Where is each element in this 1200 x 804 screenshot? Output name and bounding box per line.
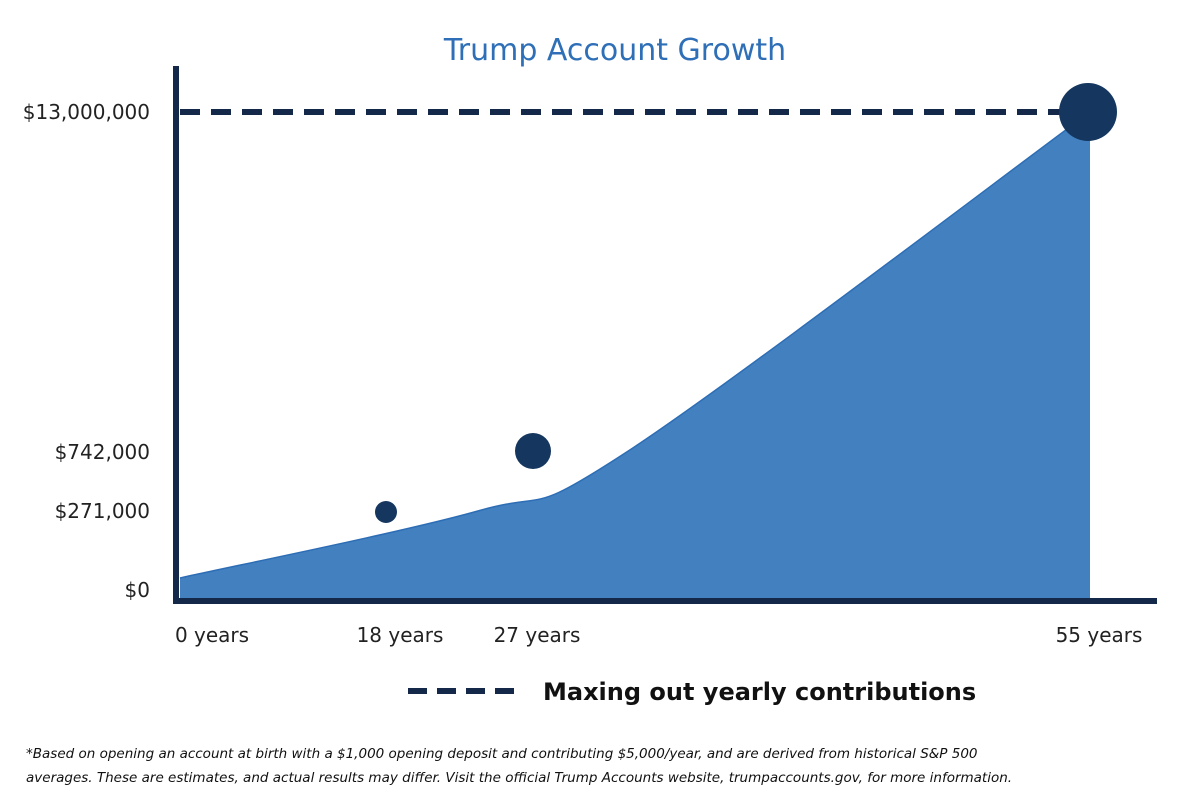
x-tick-label: 18 years xyxy=(357,623,444,647)
x-tick-labels: 0 years 18 years 27 years 55 years xyxy=(175,623,1142,647)
growth-chart: Trump Account Growth $13,000,000 $742,000… xyxy=(23,33,1157,706)
y-tick-label: $0 xyxy=(125,578,150,602)
growth-area xyxy=(180,112,1090,600)
footnote: *Based on opening an account at birth wi… xyxy=(26,742,1186,790)
x-tick-label: 0 years xyxy=(175,623,249,647)
data-point xyxy=(375,501,397,523)
legend: Maxing out yearly contributions xyxy=(408,678,976,706)
data-point xyxy=(1059,83,1117,141)
highlighted-points xyxy=(375,83,1117,523)
y-tick-label: $13,000,000 xyxy=(23,100,150,124)
growth-area-edge xyxy=(179,111,1091,579)
legend-label: Maxing out yearly contributions xyxy=(543,678,976,706)
y-tick-labels: $13,000,000 $742,000 $271,000 $0 xyxy=(23,100,150,602)
chart-title: Trump Account Growth xyxy=(443,33,786,68)
footnote-line-1: *Based on opening an account at birth wi… xyxy=(26,746,978,762)
footnote-line-2: averages. These are estimates, and actua… xyxy=(26,770,1013,786)
x-tick-label: 55 years xyxy=(1056,623,1143,647)
y-tick-label: $742,000 xyxy=(55,440,150,464)
data-point xyxy=(515,433,551,469)
y-tick-label: $271,000 xyxy=(55,499,150,523)
x-tick-label: 27 years xyxy=(494,623,581,647)
